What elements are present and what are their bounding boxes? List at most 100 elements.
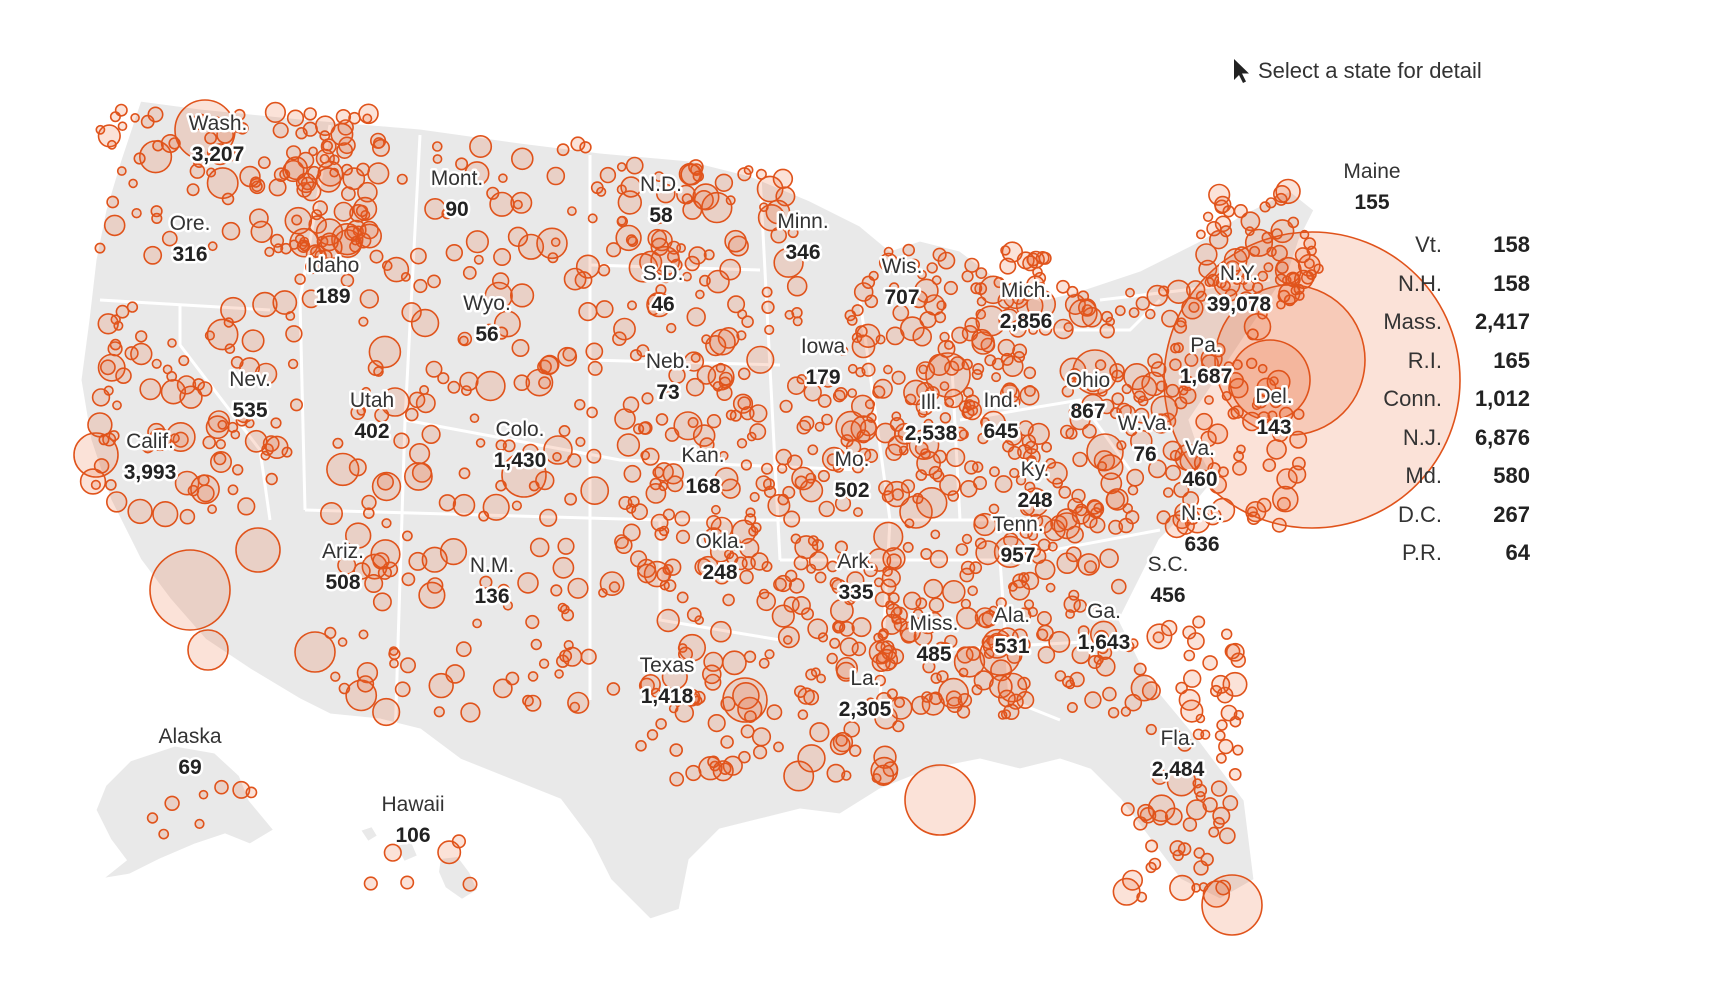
- county-dot[interactable]: [1037, 538, 1051, 552]
- state-label-calif[interactable]: Calif. 3,993: [121, 428, 179, 487]
- county-dot[interactable]: [1145, 308, 1156, 320]
- side-list-row-md[interactable]: Md. 580: [1330, 463, 1530, 502]
- county-dot[interactable]: [105, 479, 117, 491]
- county-dot[interactable]: [1084, 376, 1101, 393]
- county-dot[interactable]: [684, 255, 700, 272]
- county-dot[interactable]: [964, 317, 981, 333]
- county-dot[interactable]: [404, 407, 419, 422]
- county-dot[interactable]: [631, 503, 648, 521]
- county-dot[interactable]: [227, 484, 239, 496]
- county-dot[interactable]: [1201, 354, 1219, 372]
- county-dot[interactable]: [497, 583, 510, 596]
- county-dot[interactable]: [284, 206, 313, 235]
- county-dot[interactable]: [939, 331, 950, 343]
- county-dot[interactable]: [625, 234, 638, 246]
- county-dot[interactable]: [340, 186, 356, 202]
- county-dot[interactable]: [190, 474, 220, 505]
- county-dot[interactable]: [1061, 385, 1075, 398]
- county-dot[interactable]: [986, 635, 996, 646]
- county-dot[interactable]: [162, 364, 173, 375]
- county-dot[interactable]: [1091, 375, 1102, 386]
- county-dot[interactable]: [1045, 582, 1056, 593]
- county-dot[interactable]: [90, 479, 101, 491]
- county-dot[interactable]: [945, 690, 963, 707]
- county-dot[interactable]: [688, 246, 707, 265]
- county-dot[interactable]: [1150, 395, 1178, 423]
- state-label-okla[interactable]: Okla. 248: [693, 528, 747, 587]
- county-dot[interactable]: [216, 125, 235, 144]
- state-label-ky[interactable]: Ky. 248: [1015, 456, 1055, 515]
- county-dot[interactable]: [587, 213, 598, 224]
- county-dot[interactable]: [756, 591, 777, 612]
- county-dot[interactable]: [969, 561, 983, 575]
- county-dot[interactable]: [1228, 768, 1242, 781]
- county-dot[interactable]: [172, 431, 189, 448]
- alaska-shape[interactable]: [93, 743, 278, 883]
- county-dot[interactable]: [875, 691, 893, 709]
- county-dot[interactable]: [995, 597, 1007, 609]
- county-dot[interactable]: [1230, 405, 1244, 419]
- county-dot[interactable]: [1111, 578, 1127, 595]
- county-dot[interactable]: [1023, 599, 1035, 610]
- county-dot[interactable]: [677, 646, 693, 662]
- county-dot[interactable]: [1135, 296, 1151, 311]
- county-dot[interactable]: [685, 764, 702, 782]
- county-dot[interactable]: [1214, 730, 1226, 741]
- county-dot[interactable]: [852, 507, 863, 518]
- county-dot[interactable]: [793, 555, 809, 571]
- county-dot[interactable]: [737, 396, 752, 411]
- county-dot[interactable]: [1056, 279, 1070, 294]
- county-dot[interactable]: [567, 577, 589, 599]
- county-dot[interactable]: [1166, 766, 1197, 797]
- county-dot[interactable]: [971, 328, 993, 351]
- county-dot[interactable]: [1202, 211, 1214, 223]
- county-dot[interactable]: [727, 536, 742, 551]
- county-dot[interactable]: [357, 181, 378, 203]
- county-dot[interactable]: [1171, 730, 1183, 742]
- county-dot[interactable]: [771, 604, 795, 628]
- county-dot[interactable]: [1274, 273, 1288, 287]
- county-dot[interactable]: [151, 358, 162, 369]
- county-dot[interactable]: [557, 346, 578, 367]
- county-dot[interactable]: [234, 403, 255, 424]
- county-dot[interactable]: [743, 165, 754, 175]
- county-dot[interactable]: [796, 374, 807, 385]
- county-dot[interactable]: [315, 218, 344, 246]
- county-dot[interactable]: [1173, 320, 1188, 334]
- county-dot[interactable]: [891, 411, 902, 422]
- county-dot[interactable]: [492, 678, 513, 699]
- county-dot[interactable]: [330, 671, 341, 682]
- county-dot[interactable]: [650, 237, 669, 257]
- county-dot[interactable]: [614, 534, 629, 549]
- county-dot[interactable]: [1162, 440, 1183, 461]
- county-dot[interactable]: [699, 437, 715, 453]
- county-dot[interactable]: [1273, 185, 1292, 204]
- county-dot[interactable]: [926, 262, 938, 274]
- county-dot[interactable]: [1053, 512, 1081, 540]
- county-dot[interactable]: [400, 875, 415, 890]
- county-dot[interactable]: [198, 789, 209, 800]
- county-dot[interactable]: [674, 510, 691, 527]
- county-dot[interactable]: [883, 364, 893, 375]
- county-dot[interactable]: [1213, 816, 1225, 829]
- county-dot[interactable]: [1146, 623, 1173, 650]
- county-dot[interactable]: [362, 113, 373, 124]
- side-list-row-mass[interactable]: Mass. 2,417: [1330, 309, 1530, 348]
- county-dot[interactable]: [207, 504, 217, 515]
- county-dot[interactable]: [1151, 768, 1168, 785]
- county-dot[interactable]: [1067, 497, 1084, 514]
- county-dot[interactable]: [1127, 484, 1139, 496]
- county-dot[interactable]: [1221, 390, 1232, 401]
- county-dot[interactable]: [1111, 392, 1125, 406]
- county-dot[interactable]: [381, 518, 392, 529]
- county-dot[interactable]: [597, 264, 611, 277]
- county-dot[interactable]: [937, 339, 956, 358]
- county-dot[interactable]: [843, 720, 861, 738]
- county-dot[interactable]: [165, 421, 196, 452]
- county-dot[interactable]: [1081, 306, 1103, 328]
- county-dot[interactable]: [964, 460, 979, 475]
- county-dot[interactable]: [93, 458, 110, 474]
- county-dot[interactable]: [174, 470, 200, 496]
- county-dot[interactable]: [1012, 628, 1028, 645]
- county-dot[interactable]: [1193, 847, 1205, 859]
